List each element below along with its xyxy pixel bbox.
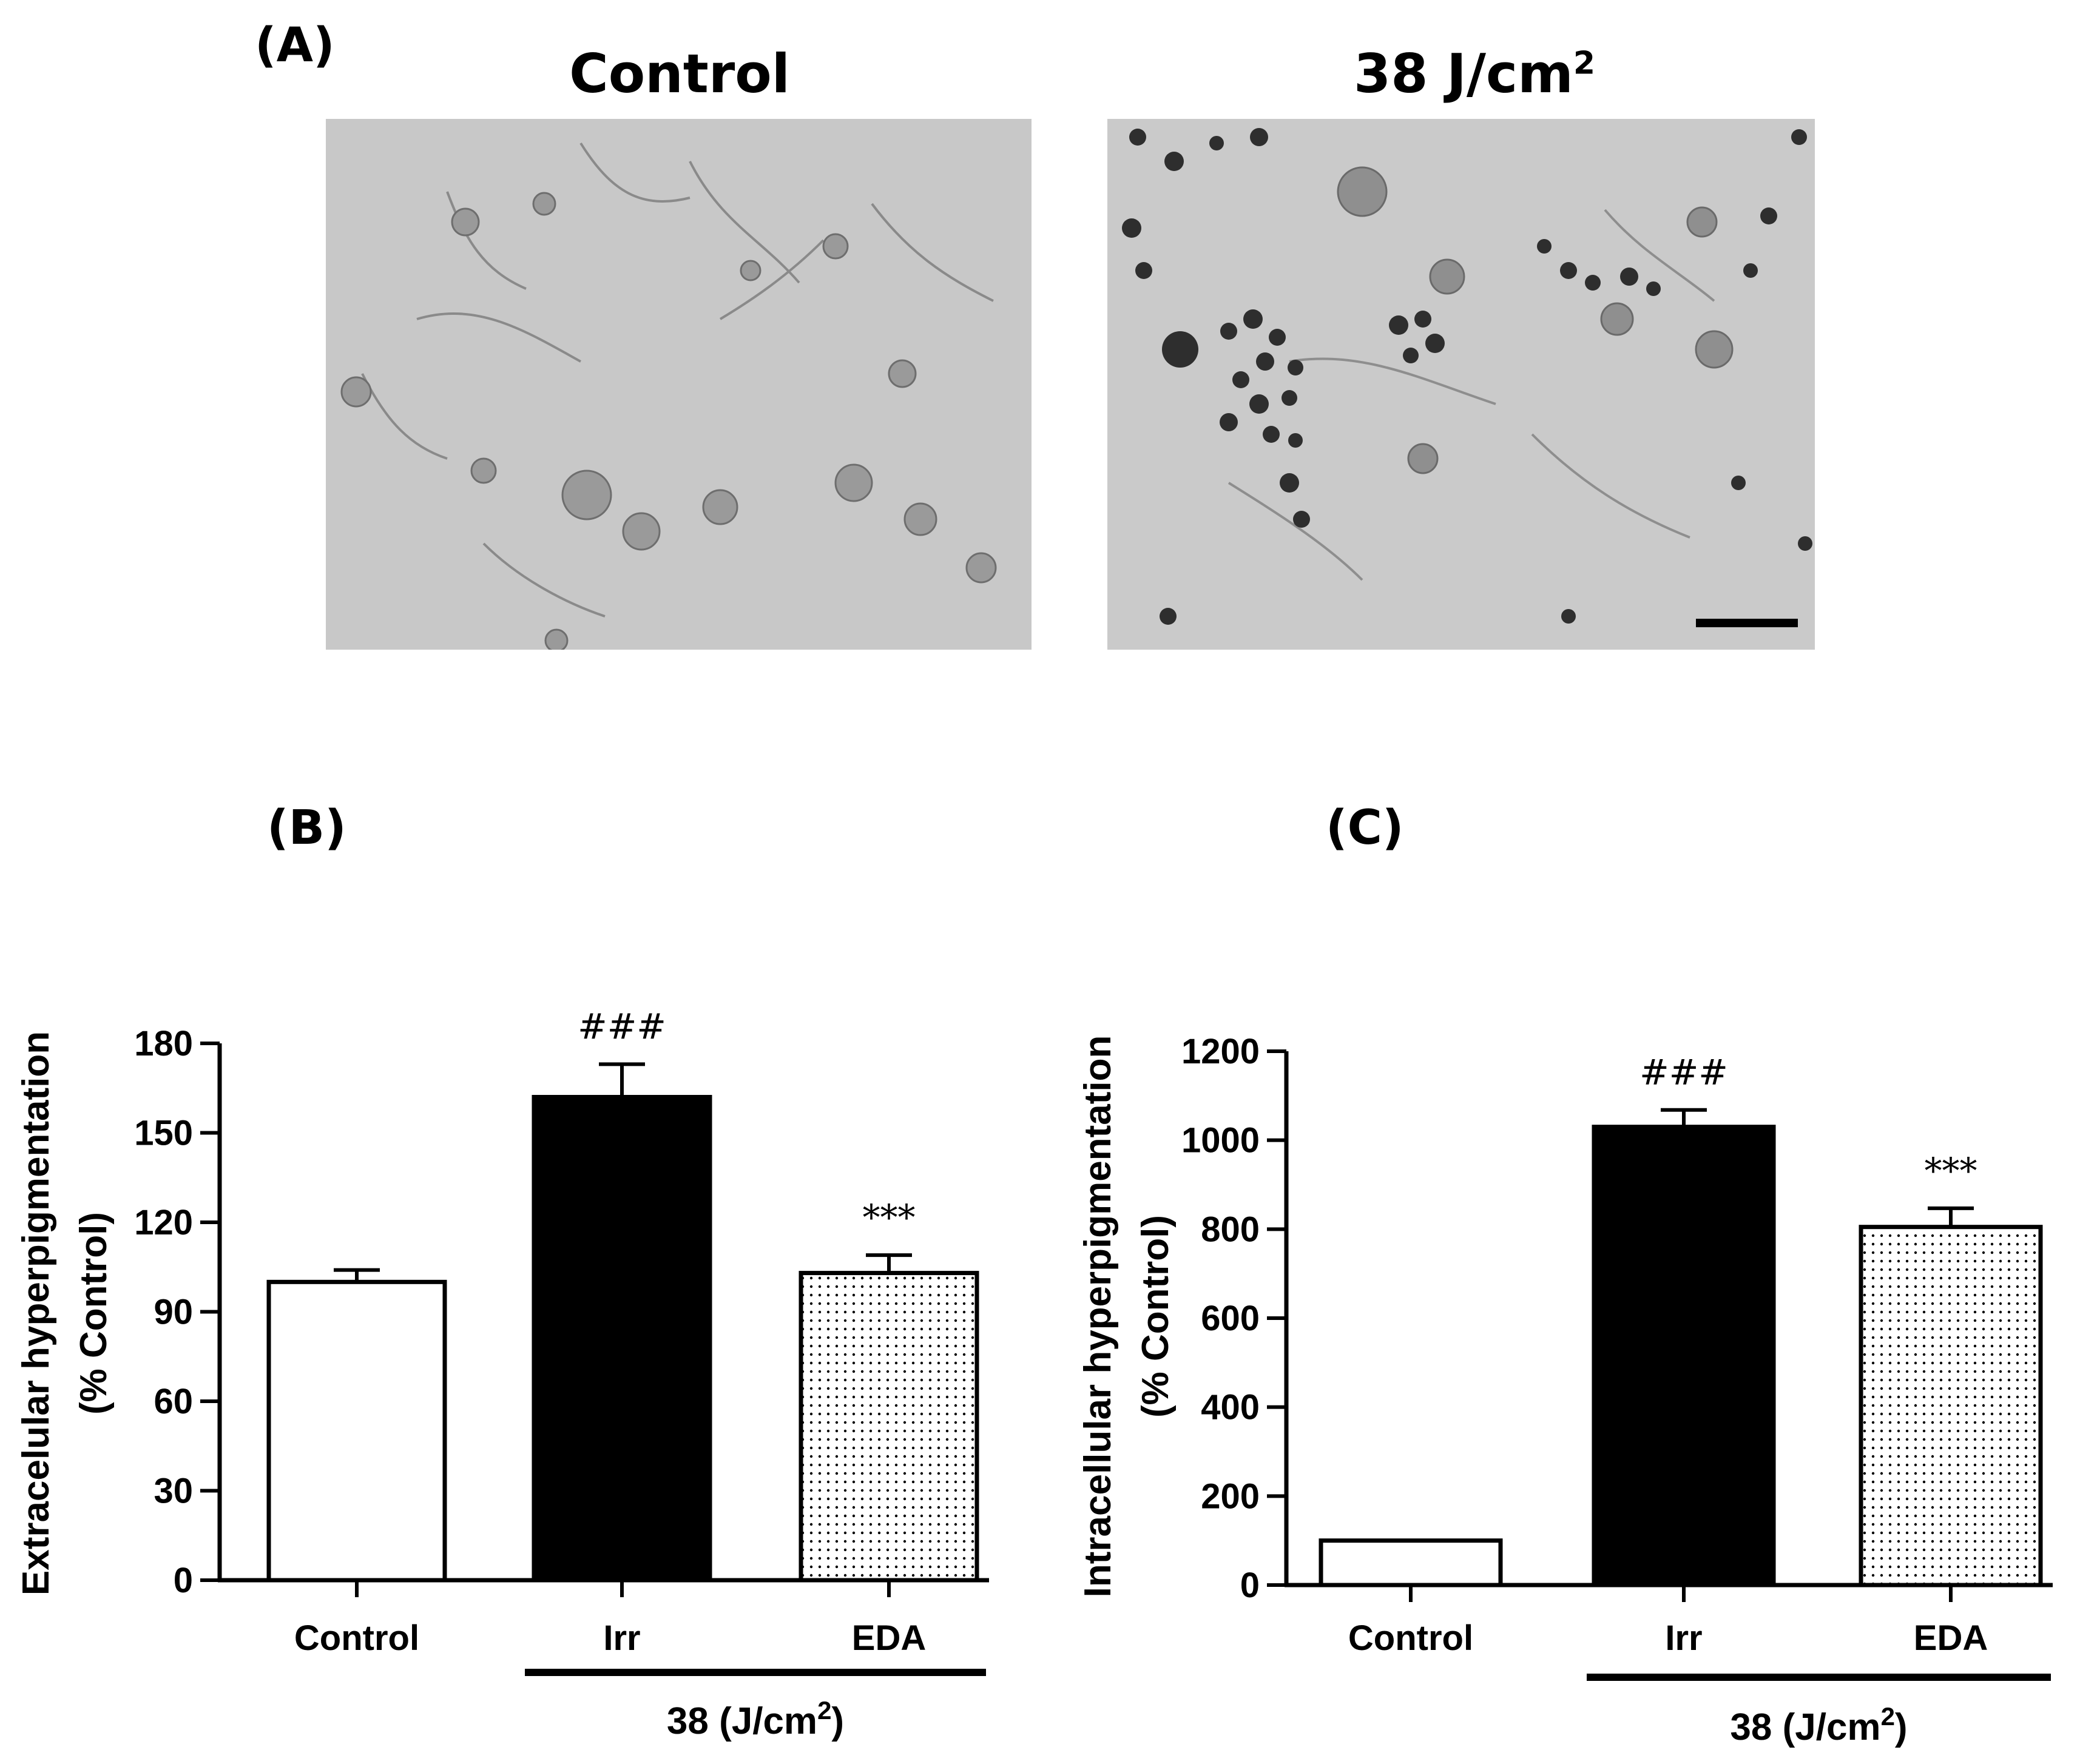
chart1-significance-label: ***: [863, 1197, 916, 1238]
chart1-category-label: Irr: [603, 1618, 640, 1658]
chart2-group-label: 38 (J/cm2): [1730, 1702, 1907, 1748]
panel-a-label: (A): [255, 18, 335, 73]
chart1-y-tick-label: 90: [154, 1293, 193, 1332]
chart2-y-tick-label: 1200: [1181, 1032, 1260, 1071]
chart2-y-tick-label: 0: [1240, 1566, 1260, 1605]
chart1-y-tick-label: 180: [134, 1024, 193, 1063]
control-image-title: Control: [569, 42, 790, 105]
chart2-y-tick-label: 800: [1201, 1210, 1260, 1249]
panel-c-label: (C): [1326, 801, 1404, 855]
panel-b-label: (B): [267, 801, 346, 855]
chart2-bar-control: [1319, 1538, 1503, 1587]
chart2-significance-label: ***: [1925, 1150, 1977, 1191]
chart1-bar-eda: [799, 1271, 979, 1583]
chart2-category-label: Irr: [1665, 1618, 1702, 1658]
chart2-category-label: Control: [1348, 1618, 1473, 1658]
irradiated-image-title: 38 J/cm2: [1353, 42, 1596, 105]
chart2-y-tick-label: 1000: [1181, 1121, 1260, 1160]
chart2-y-tick-label: 600: [1201, 1299, 1260, 1338]
chart1-y-tick-label: 0: [174, 1561, 193, 1600]
chart1-significance-label: ###: [578, 1006, 666, 1047]
chart1-y-tick-label: 150: [134, 1114, 193, 1153]
chart2-y-tick-label: 400: [1201, 1388, 1260, 1427]
chart1-y-axis-title: Extracelular hyperpigmentation: [15, 1031, 57, 1595]
chart2-y-axis-title: Intracellular hyperpigmentation: [1077, 1035, 1119, 1598]
chart2-y-tick-label: 200: [1201, 1476, 1260, 1516]
scale-bar: [1696, 619, 1798, 627]
chart2-category-label: EDA: [1914, 1618, 1988, 1658]
chart2-y-axis-subtitle: (% Control): [1135, 1215, 1177, 1418]
chart2-significance-label: ###: [1639, 1052, 1728, 1093]
chart1-y-tick-label: 30: [154, 1472, 193, 1511]
chart1-y-axis-subtitle: (% Control): [73, 1212, 115, 1415]
chart2-bar-irr: [1592, 1125, 1776, 1587]
chart1-bar-control: [266, 1279, 447, 1583]
chart1-category-label: EDA: [852, 1618, 926, 1658]
chart1-bar-irr: [532, 1095, 712, 1583]
control-micrograph: [326, 119, 1032, 650]
chart2-bar-eda: [1859, 1225, 2043, 1587]
irradiated-micrograph: [1107, 119, 1815, 650]
chart1-y-tick-label: 60: [154, 1382, 193, 1421]
chart1-category-label: Control: [294, 1618, 419, 1658]
chart1-y-tick-label: 120: [134, 1203, 193, 1242]
chart1-group-label: 38 (J/cm2): [667, 1696, 844, 1742]
